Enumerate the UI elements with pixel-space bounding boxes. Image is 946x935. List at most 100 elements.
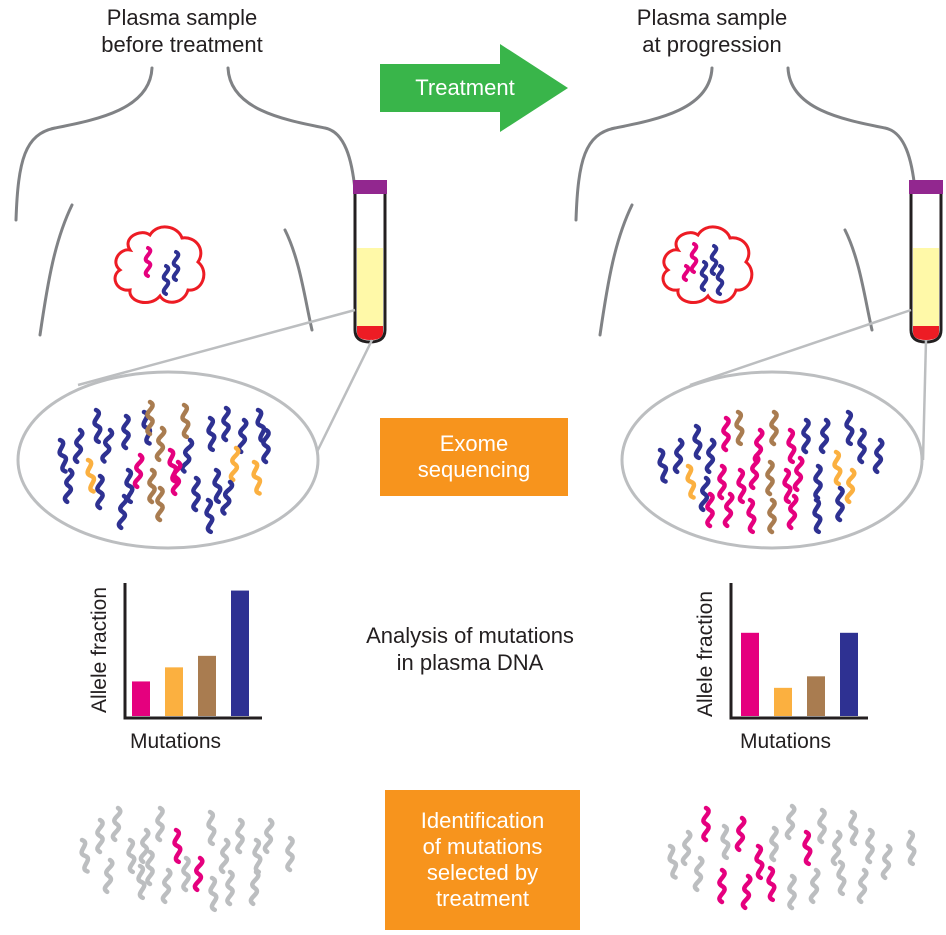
body-outline-right bbox=[574, 66, 917, 337]
dna-fragment bbox=[717, 463, 727, 501]
dna-fragment bbox=[228, 445, 241, 483]
dna-fragment bbox=[906, 829, 917, 867]
dna-fragment bbox=[769, 825, 779, 863]
dna-fragment bbox=[786, 427, 797, 465]
dna-fragment bbox=[110, 805, 123, 843]
dna-fragment bbox=[769, 409, 779, 447]
treatment-arrow-label: Treatment bbox=[415, 75, 515, 100]
blood-tube-left bbox=[353, 180, 387, 344]
dna-fragment bbox=[191, 475, 201, 513]
dna-fragment bbox=[734, 815, 747, 853]
selected-mutations-left bbox=[79, 805, 295, 913]
dna-fragment bbox=[180, 402, 191, 440]
dna-fragment bbox=[830, 829, 843, 867]
tumor-right bbox=[661, 225, 754, 305]
dna-fragment bbox=[672, 437, 685, 475]
dna-fragment bbox=[813, 463, 823, 501]
dna-fragment bbox=[740, 873, 753, 911]
bar-2 bbox=[774, 687, 792, 716]
dna-fragment bbox=[167, 447, 179, 484]
dna-fragment bbox=[95, 817, 105, 855]
dna-fragment bbox=[248, 869, 261, 907]
dna-fragment bbox=[72, 427, 85, 465]
dna-fragment bbox=[154, 425, 167, 463]
dna-fragment bbox=[221, 405, 231, 443]
identification-box: Identification of mutations selected by … bbox=[385, 790, 580, 930]
dna-fragment bbox=[865, 827, 875, 865]
dna-fragment bbox=[206, 809, 217, 847]
dna-fragment bbox=[180, 437, 195, 474]
dna-fragment bbox=[251, 459, 263, 496]
dna-fragment bbox=[844, 467, 857, 505]
dna-fragment bbox=[92, 407, 103, 445]
zoom-lines-left bbox=[77, 308, 374, 461]
dna-fragment bbox=[812, 497, 823, 535]
dna-fragment bbox=[767, 497, 777, 535]
dna-fragment bbox=[680, 829, 693, 867]
dna-fragment bbox=[698, 475, 711, 513]
bar-chart-right bbox=[741, 632, 858, 716]
dna-fragment bbox=[748, 453, 761, 491]
bar-3 bbox=[198, 655, 216, 716]
dna-fragments-ellipse-left bbox=[57, 399, 271, 535]
dna-fragment bbox=[206, 415, 217, 453]
dna-fragment bbox=[880, 843, 893, 881]
dna-fragment bbox=[801, 417, 811, 455]
dna-fragment bbox=[85, 457, 97, 494]
dna-fragment bbox=[220, 479, 235, 516]
dna-fragment bbox=[192, 855, 205, 893]
dna-fragment bbox=[204, 497, 215, 535]
dna-fragment bbox=[102, 857, 115, 895]
dna-fragment bbox=[857, 427, 867, 465]
dna-fragment bbox=[667, 843, 679, 880]
dna-fragment bbox=[252, 837, 263, 875]
dna-fragment bbox=[792, 455, 805, 493]
dna-fragment bbox=[782, 467, 793, 505]
dna-fragment bbox=[765, 459, 775, 497]
zoom-lines-right bbox=[689, 308, 928, 461]
dna-fragment bbox=[212, 467, 223, 505]
dna-fragments-ellipse-right bbox=[657, 409, 885, 535]
tumor-dna-left bbox=[143, 246, 181, 296]
bar-1 bbox=[741, 632, 759, 716]
x-axis-label-right: Mutations bbox=[740, 730, 832, 753]
dna-fragment bbox=[145, 849, 155, 887]
tumor-dna-right bbox=[681, 242, 725, 296]
dna-fragment bbox=[285, 835, 295, 873]
dna-fragment bbox=[255, 407, 267, 444]
dna-fragment bbox=[145, 399, 155, 437]
dna-fragment bbox=[848, 809, 859, 847]
dna-fragment bbox=[787, 873, 797, 911]
dna-fragment bbox=[132, 452, 145, 490]
dna-fragment bbox=[79, 837, 91, 874]
dna-fragment bbox=[121, 413, 131, 451]
dna-fragment bbox=[685, 463, 697, 500]
bar-4 bbox=[231, 590, 249, 716]
dna-fragment bbox=[692, 855, 705, 893]
dna-fragment bbox=[832, 449, 843, 487]
dna-fragment bbox=[136, 863, 147, 901]
dna-fragment bbox=[116, 493, 129, 531]
dna-fragment bbox=[138, 827, 151, 865]
bar-1 bbox=[132, 681, 150, 716]
dna-fragment bbox=[62, 467, 75, 505]
dna-fragment bbox=[657, 447, 669, 484]
dna-fragment bbox=[817, 807, 827, 845]
dna-fragment bbox=[692, 423, 703, 461]
dna-fragment bbox=[721, 415, 731, 453]
dna-fragment bbox=[147, 467, 157, 505]
dna-fragment bbox=[705, 491, 715, 529]
tumor-left bbox=[113, 225, 206, 305]
dna-fragment bbox=[818, 417, 831, 455]
body-outline-left bbox=[14, 66, 357, 337]
dna-fragment bbox=[808, 867, 821, 905]
y-axis-label-right: Allele fraction bbox=[694, 590, 717, 718]
dna-fragment bbox=[155, 805, 165, 843]
bar-2 bbox=[165, 667, 183, 716]
dna-fragment bbox=[720, 823, 731, 861]
dna-fragment bbox=[235, 817, 245, 855]
dna-fragment bbox=[872, 437, 885, 475]
dna-fragment bbox=[844, 409, 855, 447]
treatment-arrow bbox=[380, 44, 568, 132]
